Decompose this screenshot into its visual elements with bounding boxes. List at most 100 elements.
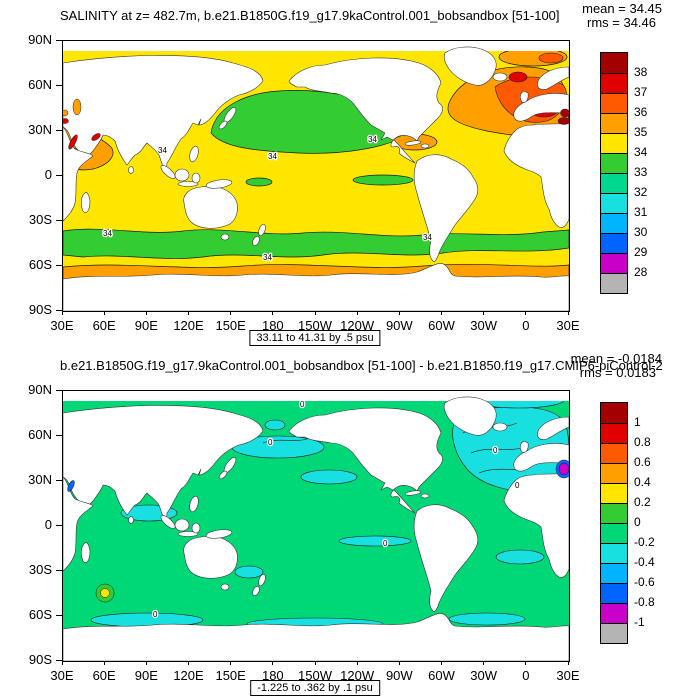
lat-tick-mark xyxy=(56,265,62,266)
colorbar-tick-label: -0.2 xyxy=(634,535,655,549)
lat-tick-label: 30N xyxy=(28,472,52,487)
colorbar-boundary-line xyxy=(601,542,627,544)
svg-text:34: 34 xyxy=(268,152,277,161)
lon-tick-label: 60W xyxy=(428,318,455,333)
longitude-axis: 30E 60E 90E 120E 150E 180 150W 120W 90W 60W 30W 0 30… xyxy=(50,661,580,691)
arctic-cap xyxy=(63,41,569,51)
colorbar-tick-label: -0.6 xyxy=(634,575,655,589)
lat-tick-mark xyxy=(56,615,62,616)
lon-tick-mark xyxy=(398,661,400,665)
colorbar-box xyxy=(601,253,627,273)
colorbar-boundary-line xyxy=(601,192,627,194)
colorbar-box xyxy=(601,173,627,193)
colorbar-boundary-line xyxy=(601,602,627,604)
rms-stat: rms = 0.0183 xyxy=(579,365,656,380)
lon-tick-label: 90W xyxy=(385,318,413,333)
colorbar-tick-label: 0.2 xyxy=(634,495,651,509)
colorbar-box xyxy=(601,623,627,643)
latitude-axis: 90N 60N 30N 0 30S 60S 90S xyxy=(20,383,62,667)
lat-tick-mark xyxy=(56,40,62,41)
colorbar-box xyxy=(601,153,627,173)
lon-tick-label: 150E xyxy=(215,318,246,333)
lon-tick-label: 180 xyxy=(261,668,284,683)
lat-tick-mark xyxy=(56,310,62,311)
lon-tick-mark xyxy=(567,311,569,315)
lat-tick-label: 90N xyxy=(28,382,52,397)
svg-text:34: 34 xyxy=(103,229,112,238)
colorbar-tick-label: 38 xyxy=(634,65,648,79)
lon-tick-mark xyxy=(398,311,400,315)
marginal-seas-overlays xyxy=(63,98,569,150)
colorbar-boundary-line xyxy=(601,92,627,94)
lat-tick-label: 30S xyxy=(28,562,52,577)
colorbar-boundary-line xyxy=(601,252,627,254)
lon-tick-label: 0 xyxy=(522,318,530,333)
colorbar-frame xyxy=(600,52,628,294)
svg-text:34: 34 xyxy=(423,233,432,242)
colorbar-box xyxy=(601,563,627,583)
lon-tick-label: 60E xyxy=(92,668,116,683)
lon-tick-mark xyxy=(272,311,274,315)
lon-tick-label: 60E xyxy=(92,318,116,333)
colorbar-box xyxy=(601,233,627,253)
diff-strong-negative-overlays xyxy=(67,459,569,492)
lon-tick-mark xyxy=(314,661,316,665)
colorbar-tick-label: 1 xyxy=(634,415,641,429)
lon-tick-label: 90E xyxy=(134,668,158,683)
lon-tick-mark xyxy=(272,661,274,665)
lat-tick-mark xyxy=(56,85,62,86)
lon-tick-label: 120W xyxy=(340,318,375,333)
lon-tick-label: 90W xyxy=(385,668,413,683)
longitude-axis: 30E 60E 90E 120E 150E 180 150W 120W 90W 60W 30W 0 30… xyxy=(50,311,580,341)
colorbar-tick-label: 32 xyxy=(634,185,648,199)
lat-tick-label: 60N xyxy=(28,77,52,92)
lon-tick-label: 0 xyxy=(522,668,530,683)
lon-tick-label: 150W xyxy=(298,668,332,683)
difference-panel: b.e21.B1850G.f19_g17.9kaControl.001_bobs… xyxy=(0,350,700,700)
colorbar-box xyxy=(601,603,627,623)
lon-tick-mark xyxy=(145,661,147,665)
colorbar-tick-label: 30 xyxy=(634,225,648,239)
colorbar-tick-label: 0 xyxy=(634,515,641,529)
colorbar-frame xyxy=(600,402,628,644)
lon-tick-label: 120E xyxy=(173,318,204,333)
lon-tick-mark xyxy=(567,661,569,665)
colorbar-box xyxy=(601,133,627,153)
lat-tick-label: 90N xyxy=(28,32,52,47)
colorbar-box xyxy=(601,463,627,483)
lat-tick-mark xyxy=(56,220,62,221)
lat-tick-mark xyxy=(56,660,62,661)
colorbar-boundary-line xyxy=(601,112,627,114)
lon-tick-mark xyxy=(188,661,189,665)
colorbar-box xyxy=(601,483,627,503)
lat-tick-mark xyxy=(56,175,62,176)
lon-tick-mark xyxy=(483,661,485,665)
colorbar-boundary-line xyxy=(601,172,627,174)
panel-title: b.e21.B1850G.f19_g17.9kaControl.001_bobs… xyxy=(60,358,663,373)
lon-tick-label: 30E xyxy=(556,318,580,333)
colorbar-boundary-line xyxy=(601,272,627,274)
arctic-cap xyxy=(63,391,569,401)
latitude-axis: 90N 60N 30N 0 30S 60S 90S xyxy=(20,33,62,317)
colorbar-box xyxy=(601,273,627,293)
contour-range-label: 33.11 to 41.31 by .5 psu xyxy=(249,330,381,346)
colorbar-tick-label: 0.8 xyxy=(634,435,651,449)
colorbar-box xyxy=(601,583,627,603)
svg-text:34: 34 xyxy=(368,135,377,144)
lon-tick-label: 30W xyxy=(470,318,498,333)
lat-tick-mark xyxy=(56,570,62,571)
colorbar-box xyxy=(601,213,627,233)
lon-tick-mark xyxy=(356,311,358,315)
difference-map: 0 0 0 0 0 0 xyxy=(62,390,570,662)
lon-tick-mark xyxy=(525,311,527,315)
lat-tick-label: 0 xyxy=(44,517,52,532)
colorbar-box xyxy=(601,93,627,113)
diff-positive-spot-kerguelen xyxy=(95,583,115,603)
colorbar-boundary-line xyxy=(601,442,627,444)
svg-text:34: 34 xyxy=(158,146,167,155)
lon-tick-mark xyxy=(61,661,63,665)
rms-stat: rms = 34.46 xyxy=(586,15,656,30)
colorbar-tick-label: 35 xyxy=(634,125,648,139)
colorbar-boundary-line xyxy=(601,232,627,234)
